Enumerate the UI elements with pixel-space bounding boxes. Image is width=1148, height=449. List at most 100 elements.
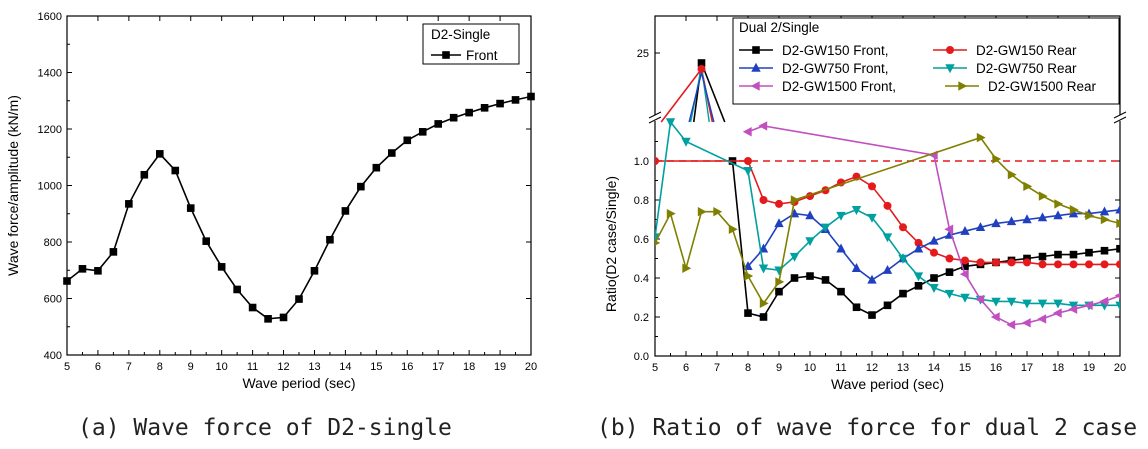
y-tick-label: 1000 [38, 181, 62, 193]
y-tick-label: 1200 [38, 124, 62, 136]
x-tick-label: 6 [95, 361, 101, 373]
data-point [1116, 260, 1120, 269]
data-point [851, 206, 862, 215]
data-point [944, 289, 955, 299]
series-gw1500-rear [655, 132, 1120, 309]
data-point [357, 182, 365, 191]
data-point [930, 274, 938, 282]
data-point [742, 127, 752, 137]
data-point [388, 149, 396, 157]
data-point [1037, 299, 1048, 309]
series-line [655, 160, 1120, 266]
x-tick-label: 17 [432, 361, 444, 373]
data-point [1068, 304, 1078, 314]
x-tick-label: 10 [216, 361, 228, 373]
x-tick-label: 16 [990, 362, 1002, 374]
legend-label: Front [466, 48, 498, 63]
series-line [655, 136, 1120, 305]
y-tick-label: 400 [44, 350, 62, 362]
data-point [665, 118, 676, 128]
data-point [759, 196, 768, 204]
data-point [1068, 208, 1079, 218]
data-point [1022, 214, 1032, 224]
data-point [372, 163, 381, 172]
x-tick-label: 19 [1083, 362, 1095, 374]
series-gw1500-front [742, 121, 1120, 330]
data-point [821, 276, 830, 284]
legend-marker [750, 81, 760, 91]
data-point [1054, 250, 1062, 259]
data-point [728, 224, 738, 234]
x-axis-title: Wave period (sec) [242, 375, 355, 391]
data-point [775, 277, 785, 287]
legend-marker [946, 46, 954, 54]
data-point [990, 312, 1000, 322]
data-point [945, 254, 954, 263]
data-point [944, 224, 954, 234]
data-point [527, 92, 535, 101]
x-tick-label: 12 [866, 362, 878, 374]
data-point [975, 294, 985, 305]
data-point [1100, 214, 1110, 225]
data-point [202, 237, 210, 245]
data-point [775, 199, 783, 208]
data-point [1023, 181, 1033, 192]
data-point [774, 218, 784, 228]
data-point [1100, 260, 1109, 269]
data-point [744, 271, 754, 281]
x-tick-label: 14 [928, 362, 940, 374]
data-point [1100, 246, 1109, 255]
data-point [930, 248, 938, 257]
x-tick-label: 5 [64, 361, 70, 373]
x-tick-label: 18 [1052, 362, 1064, 374]
legend-marker [442, 51, 450, 59]
data-point [961, 262, 969, 271]
data-point [1023, 258, 1031, 267]
y-tick-label: 600 [44, 294, 62, 306]
data-point [868, 311, 876, 319]
caption-a: (a) Wave force of D2-single [78, 415, 452, 441]
data-point [140, 170, 149, 179]
y-tick-label: 0.6 [634, 234, 649, 246]
x-tick-label: 9 [188, 361, 194, 373]
data-point [1037, 314, 1047, 324]
y-tick-label: 0.0 [634, 351, 649, 363]
x-tick-label: 20 [525, 361, 537, 373]
data-point [929, 235, 939, 245]
data-point [883, 301, 892, 310]
data-point [697, 207, 707, 217]
data-point [264, 315, 272, 323]
data-point [156, 150, 164, 158]
data-point [945, 268, 954, 276]
data-point [713, 207, 723, 217]
data-point [914, 282, 923, 290]
x-tick-label: 20 [1114, 362, 1126, 374]
data-point [960, 293, 970, 303]
chart-b-ratio: 5 6 7 8 9 10 11 12 13 14 15 16 17 18 19 20 0.0 0.2 0.4 0.6 0… [603, 15, 1127, 392]
data-point [852, 303, 861, 312]
data-point [961, 256, 969, 265]
series-gw750-front [743, 204, 1120, 284]
legend-title: Dual 2/Single [739, 20, 819, 35]
data-point [976, 258, 985, 267]
y-tick-label: 1400 [38, 68, 62, 80]
x-tick-label: 14 [339, 361, 351, 373]
data-point [883, 201, 892, 210]
data-point [449, 113, 458, 122]
data-point [418, 128, 427, 136]
legend-label: D2-GW1500 Rear [988, 79, 1097, 94]
data-point [1053, 299, 1063, 309]
legend-marker [752, 46, 760, 54]
data-point [1052, 308, 1062, 318]
data-point [805, 237, 815, 247]
data-point [125, 200, 133, 208]
data-point [655, 240, 661, 246]
data-point [882, 265, 893, 274]
x-tick-label: 7 [126, 361, 132, 373]
data-point [898, 254, 908, 264]
data-point [682, 263, 692, 273]
data-point [789, 252, 800, 262]
axis-break-gap [652, 115, 658, 121]
data-point [758, 264, 769, 274]
data-point [790, 195, 800, 205]
